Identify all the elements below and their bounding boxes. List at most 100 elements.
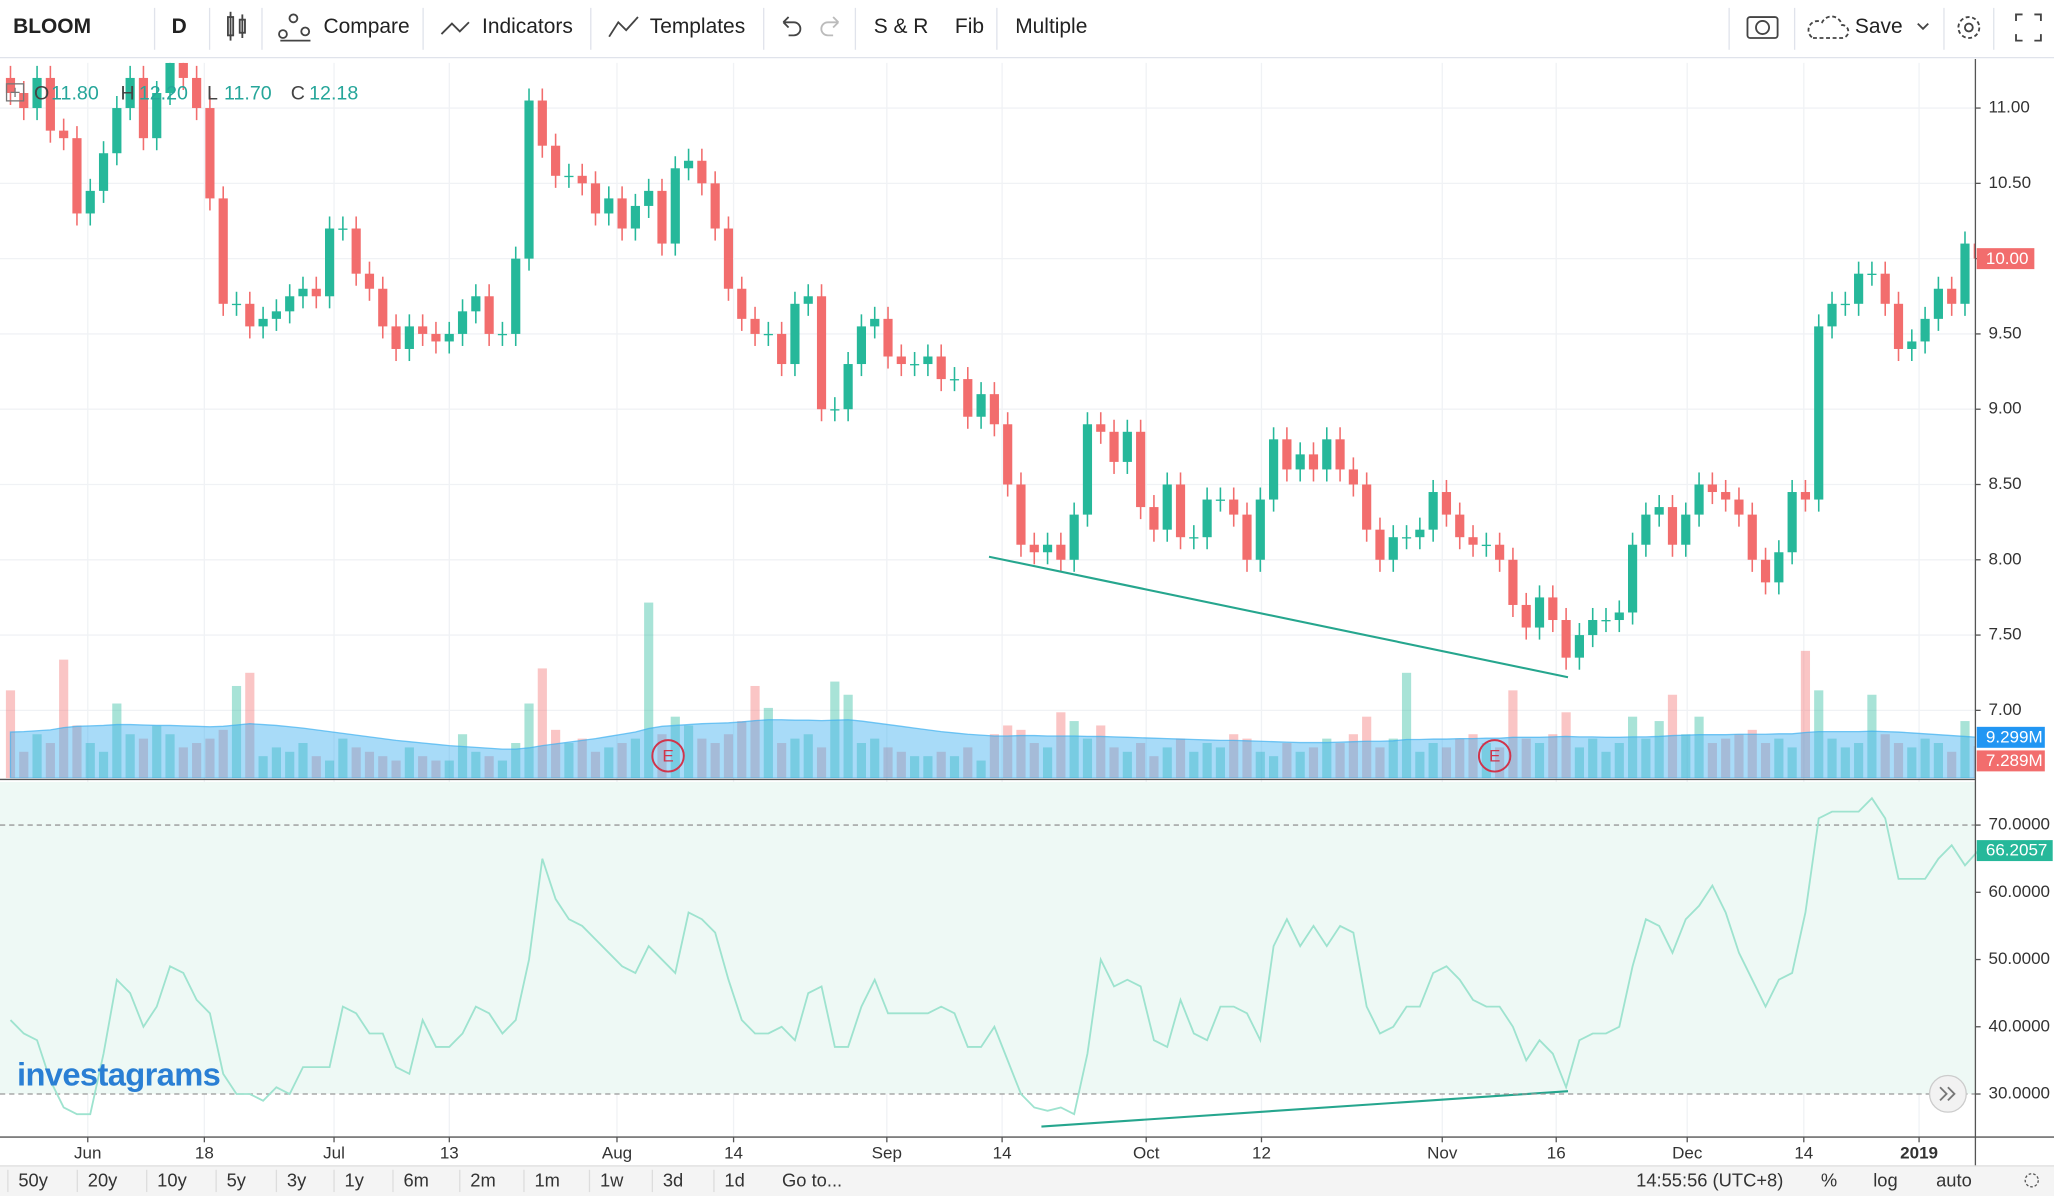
settings-icon[interactable]	[1957, 16, 1981, 39]
volume-bar	[1933, 743, 1943, 779]
trend-line[interactable]	[1041, 1090, 1569, 1128]
redo-icon[interactable]	[820, 16, 840, 37]
candle-body	[32, 77, 42, 109]
toolbar: BLOOM D Compare Indicators Templates S &…	[0, 7, 2054, 59]
settings-icon[interactable]	[2024, 1173, 2039, 1188]
undo-icon[interactable]	[782, 16, 802, 37]
range-button[interactable]: 2m	[470, 1169, 495, 1190]
legend-toggle[interactable]	[5, 83, 25, 102]
range-button[interactable]: 20y	[88, 1169, 118, 1190]
range-button[interactable]: 50y	[18, 1169, 48, 1190]
symbol[interactable]: BLOOM	[13, 15, 91, 38]
rsi-value-label: 66.2057	[1986, 841, 2048, 860]
candle-body	[1242, 514, 1252, 560]
fullscreen-icon[interactable]	[2015, 13, 2042, 42]
candle-body	[670, 168, 680, 244]
toolbar-button[interactable]: Indicators	[482, 15, 573, 38]
candle-body	[125, 77, 135, 109]
bottom-bar-bg	[0, 1165, 2054, 1196]
volume-bar	[1574, 747, 1584, 779]
candle-body	[1362, 484, 1372, 530]
candle-body	[710, 183, 720, 229]
volume-bar	[1136, 743, 1146, 779]
volume-bar	[604, 747, 614, 779]
templates-icon[interactable]	[608, 16, 639, 38]
candle-body	[1335, 439, 1345, 470]
indicators-icon[interactable]	[440, 21, 470, 35]
volume-bar	[1774, 738, 1784, 779]
range-button[interactable]: 1y	[345, 1169, 365, 1190]
rsi-layer	[0, 796, 1979, 1116]
candle-body	[1295, 454, 1305, 470]
volume-bar	[431, 760, 441, 779]
event-label[interactable]: E	[662, 747, 673, 766]
save-button[interactable]: Save	[1855, 15, 1903, 38]
range-button[interactable]: 3d	[663, 1169, 683, 1190]
range-button[interactable]: 1w	[600, 1169, 624, 1190]
compare-icon[interactable]	[278, 13, 311, 42]
volume-bar	[1734, 734, 1744, 779]
volume-bar	[138, 738, 149, 779]
toolbar-button[interactable]: Multiple	[1015, 15, 1087, 38]
volume-bar	[1295, 751, 1305, 779]
volume-bar	[644, 602, 654, 779]
candle-body	[98, 153, 109, 191]
pane-borders	[0, 58, 2054, 1166]
candle-body	[1614, 612, 1624, 621]
option[interactable]: auto	[1936, 1169, 1972, 1190]
candle-body	[1215, 499, 1225, 501]
candle-body	[923, 356, 933, 365]
rsi-background	[0, 782, 1976, 1094]
x-tick-label: 12	[1252, 1144, 1271, 1163]
volume-bar	[923, 756, 933, 779]
volume-bar	[45, 743, 55, 779]
range-button[interactable]: 10y	[157, 1169, 187, 1190]
axes: 7.00 7.50 8.00 8.50 9.00 9.50 10.00 10.50 11.00 J…	[74, 98, 2053, 1163]
option[interactable]: log	[1873, 1169, 1897, 1190]
candle-body	[1628, 544, 1638, 613]
range-button[interactable]: 3y	[287, 1169, 307, 1190]
goto-button[interactable]: Go to...	[782, 1169, 842, 1190]
range-button[interactable]: 1d	[724, 1169, 744, 1190]
candle-body	[72, 138, 82, 214]
candle-icon[interactable]	[227, 11, 246, 41]
candle-body	[45, 77, 55, 131]
candle-body	[1096, 424, 1106, 432]
candle-body	[723, 228, 734, 289]
range-button[interactable]: 5y	[227, 1169, 247, 1190]
candle-body	[1348, 469, 1358, 485]
toolbar-button[interactable]: Fib	[955, 15, 984, 38]
interval[interactable]: D	[172, 15, 187, 38]
camera-icon[interactable]	[1746, 16, 1779, 39]
volume-bar	[870, 738, 880, 779]
scroll-button[interactable]	[1928, 1074, 1967, 1113]
save-menu-icon[interactable]	[1917, 22, 1929, 31]
candle-layer	[5, 62, 1976, 670]
volume-bar	[59, 659, 69, 779]
volume-bar	[1401, 672, 1412, 779]
event-circle[interactable]	[1477, 739, 1512, 773]
range-button[interactable]: 6m	[403, 1169, 428, 1190]
candle-body	[85, 190, 95, 214]
candle-body	[404, 326, 414, 349]
candle-body	[1056, 544, 1066, 560]
candle-body	[1136, 431, 1146, 508]
toolbar-button[interactable]: Compare	[324, 15, 410, 38]
volume-bar	[1069, 721, 1079, 779]
volume-bar	[910, 756, 920, 779]
trend-line[interactable]	[988, 555, 1569, 679]
volume-bar	[1282, 743, 1292, 779]
range-button[interactable]: 1m	[534, 1169, 559, 1190]
volume-bar	[1375, 747, 1385, 779]
event-circle[interactable]	[651, 739, 685, 773]
volume-bar	[497, 760, 508, 779]
volume-bar	[617, 743, 627, 779]
toolbar-button[interactable]: S & R	[874, 15, 929, 38]
option[interactable]: %	[1821, 1169, 1837, 1190]
candle-body	[1760, 559, 1771, 583]
candle-body	[1202, 499, 1212, 538]
event-label[interactable]: E	[1489, 747, 1500, 766]
volume-bar	[1441, 747, 1452, 779]
toolbar-button[interactable]: Templates	[650, 15, 745, 38]
candle-body	[870, 318, 880, 327]
